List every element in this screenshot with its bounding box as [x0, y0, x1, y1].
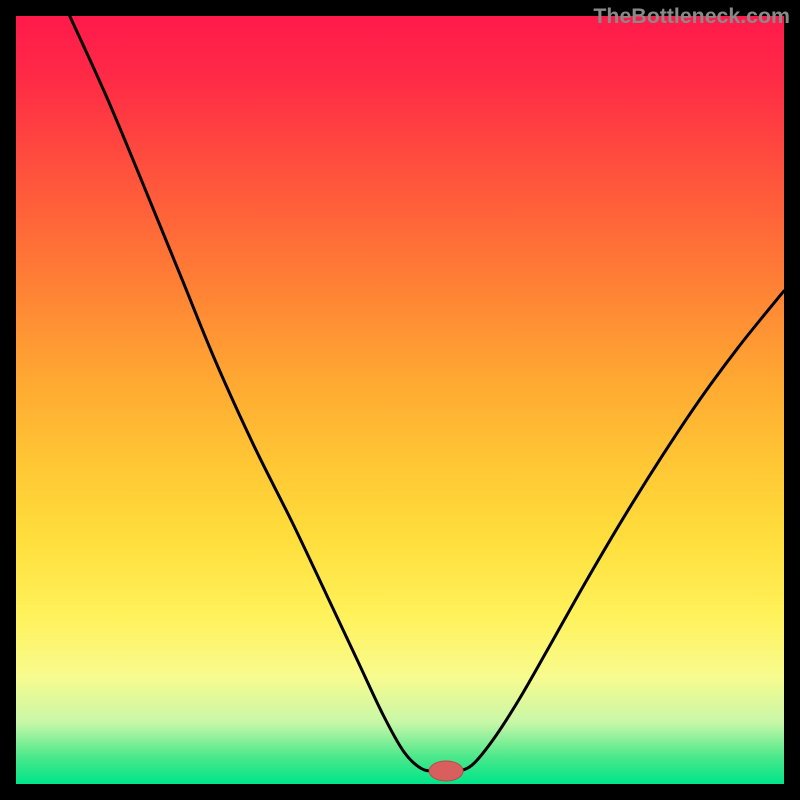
plot-background-gradient [16, 16, 784, 784]
optimal-point-marker [429, 761, 463, 781]
figure-root: TheBottleneck.com [0, 0, 800, 800]
bottleneck-chart [0, 0, 800, 800]
